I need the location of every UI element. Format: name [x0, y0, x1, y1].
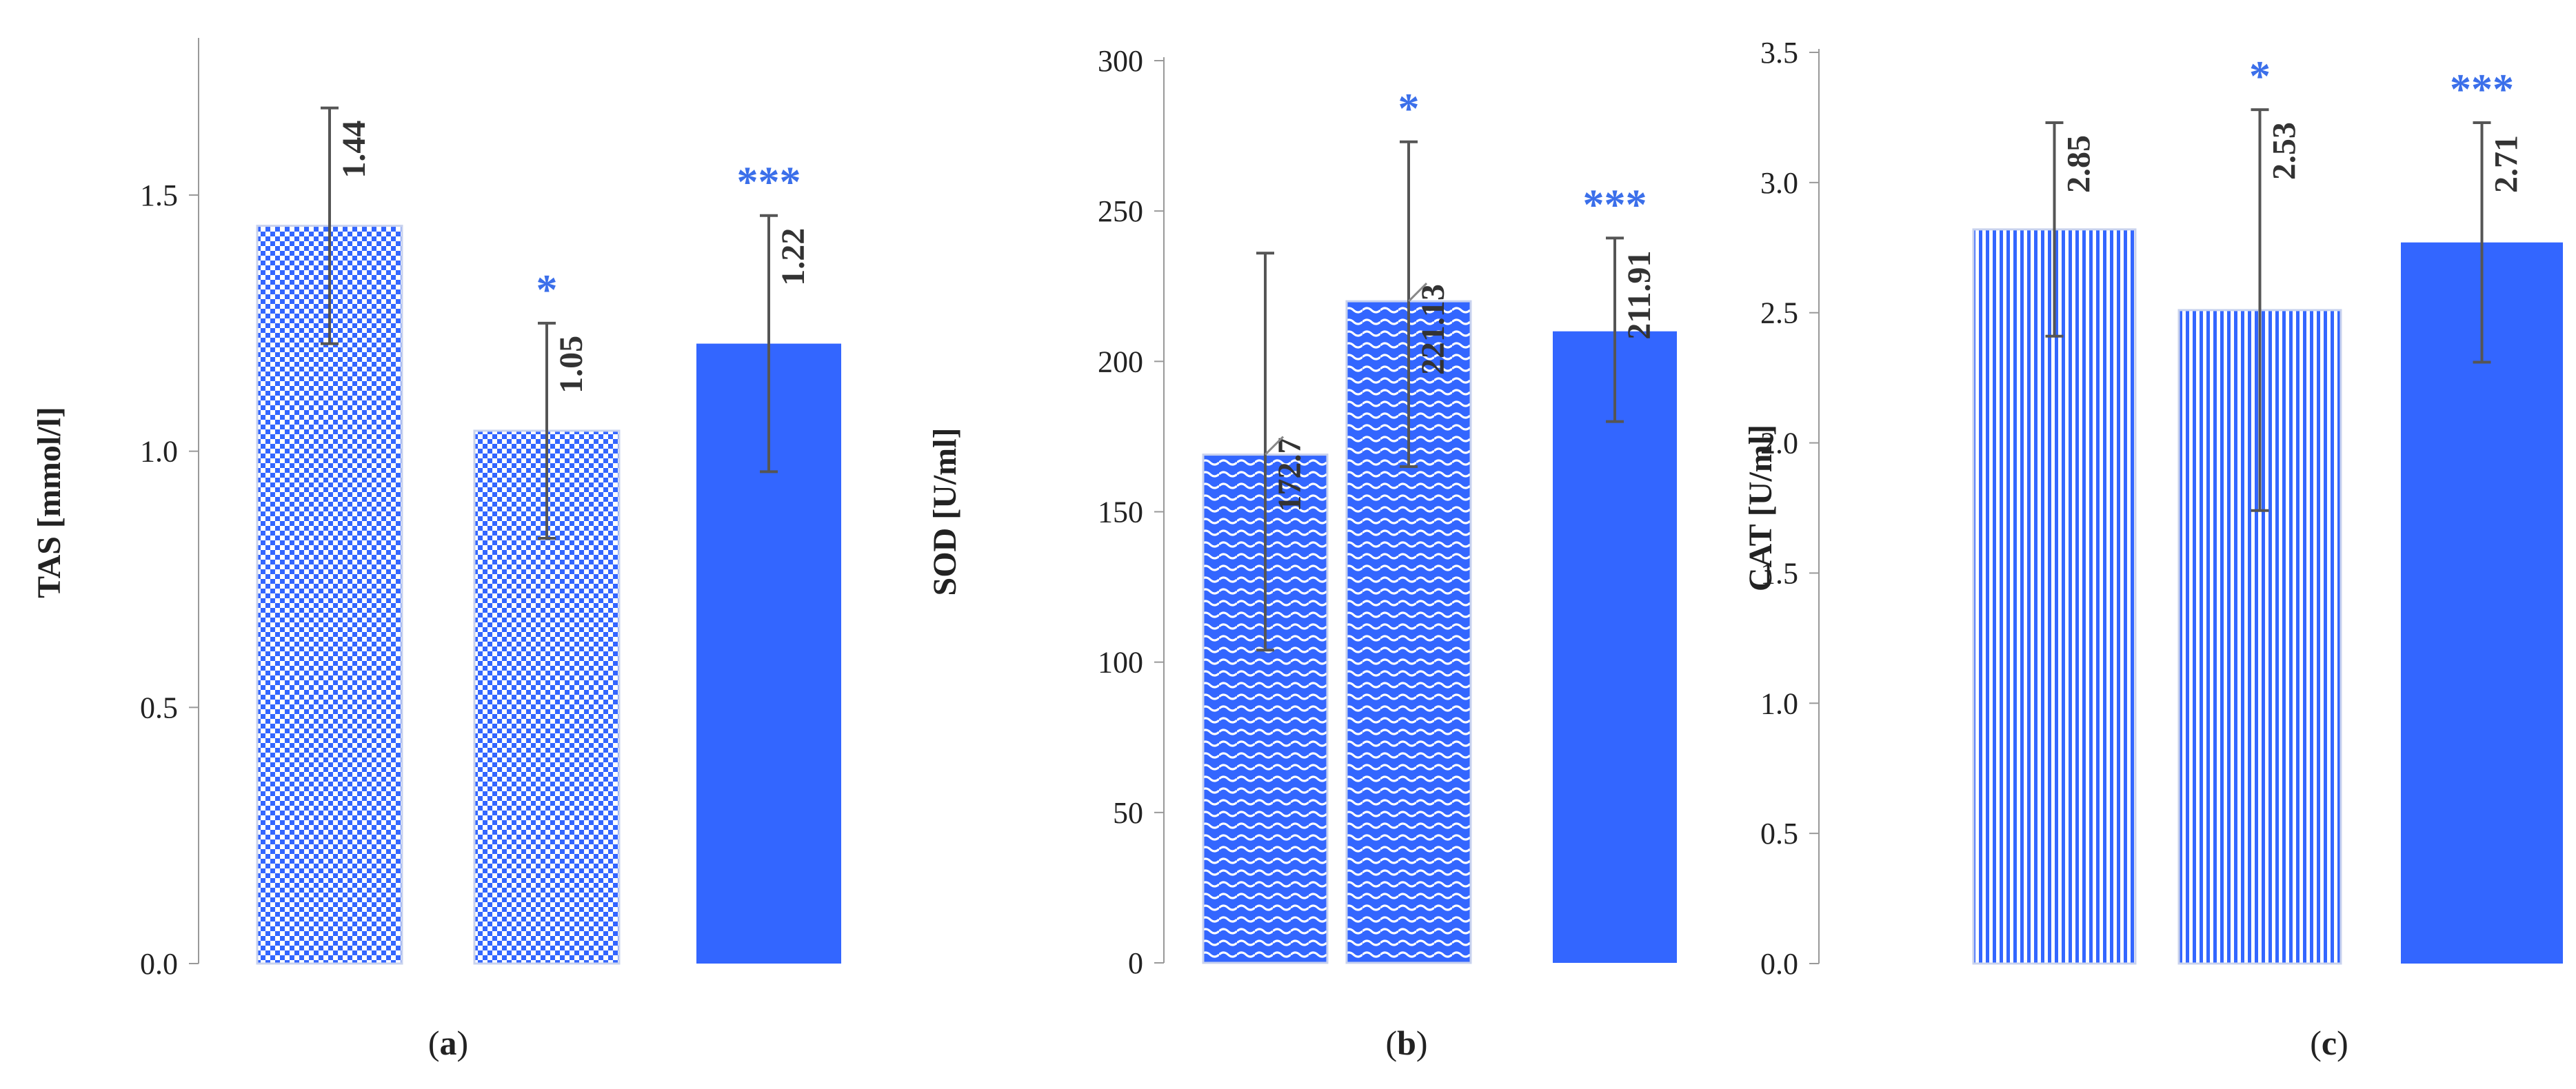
significance-stars: ***: [1583, 181, 1647, 228]
y-tick-label: 150: [1098, 496, 1143, 529]
significance-stars: ***: [737, 159, 801, 206]
value-label: 2.85: [2061, 135, 2097, 193]
significance-stars: *: [536, 267, 558, 314]
bar: [1972, 228, 2137, 965]
significance-stars: ***: [2450, 66, 2514, 113]
y-axis-label: SOD [U/ml]: [927, 428, 963, 596]
bar: [256, 225, 403, 965]
y-tick-label: 250: [1098, 194, 1143, 228]
panel-label: (b): [1385, 1024, 1427, 1062]
y-tick-label: 1.0: [1760, 686, 1798, 720]
y-tick-label: 1.5: [140, 179, 178, 212]
bars-group: 2.85 2.53 * 2.71 ***: [1972, 53, 2563, 965]
significance-stars: *: [2249, 53, 2271, 100]
value-label: 1.22: [775, 228, 812, 286]
bars-group: 172.7 221.13 * 211.91 ***: [1202, 85, 1677, 964]
y-tick-label: 0.5: [140, 691, 178, 724]
y-tick-label: 200: [1098, 345, 1143, 378]
y-axis-ticks: 0.0 0.5 1.0 1.5: [140, 179, 199, 981]
y-tick-label: 2.5: [1760, 296, 1798, 330]
y-tick-label: 1.0: [140, 435, 178, 469]
label-leader-line: [1264, 436, 1285, 456]
y-tick-label: 50: [1113, 796, 1143, 830]
y-tick-label: 300: [1098, 44, 1143, 78]
y-tick-label: 0: [1128, 946, 1143, 980]
y-tick-label: 3.5: [1760, 36, 1798, 70]
y-axis-label: CAT [U/ml]: [1742, 425, 1779, 591]
bar: [1553, 331, 1677, 963]
panel-label: (c): [2310, 1024, 2348, 1062]
y-tick-label: 0.0: [140, 947, 178, 981]
chart-panel-a: 0.0 0.5 1.0 1.5 1.44 1.05 * 1.22 *** TAS [mmol/…: [31, 38, 841, 1062]
value-label: 221.13: [1415, 284, 1451, 375]
y-axis-label: TAS [mmol/l]: [31, 407, 68, 598]
y-tick-label: 0.5: [1760, 817, 1798, 851]
value-label: 1.44: [336, 121, 372, 179]
bars-group: 1.44 1.05 * 1.22 ***: [256, 106, 841, 965]
value-label: 211.91: [1621, 250, 1658, 339]
y-tick-label: 100: [1098, 646, 1143, 680]
chart-panel-c: 0.0 0.5 1.0 1.5 2.0 2.5 3.0 3.5 2.85 2.53 * 2.71 **…: [1742, 36, 2563, 1062]
y-tick-label: 3.0: [1760, 166, 1798, 200]
value-label: 2.71: [2488, 135, 2525, 193]
value-label: 2.53: [2266, 122, 2303, 180]
y-tick-label: 1.5: [1760, 556, 1798, 590]
y-tick-label: 2.0: [1760, 427, 1798, 460]
value-label: 172.7: [1271, 438, 1308, 512]
y-axis-ticks: 0 50 100 150 200 250 300: [1098, 44, 1164, 980]
y-tick-label: 0.0: [1760, 947, 1798, 981]
y-axis-ticks: 0.0 0.5 1.0 1.5 2.0 2.5 3.0 3.5: [1760, 36, 1819, 981]
label-leader-line: [1407, 283, 1428, 303]
value-label: 1.05: [553, 336, 590, 394]
significance-stars: *: [1398, 85, 1420, 132]
panel-label: (a): [428, 1024, 468, 1062]
chart-panel-b: 0 50 100 150 200 250 300 172.7 221.13 * 211.91 ***…: [927, 44, 1677, 1062]
